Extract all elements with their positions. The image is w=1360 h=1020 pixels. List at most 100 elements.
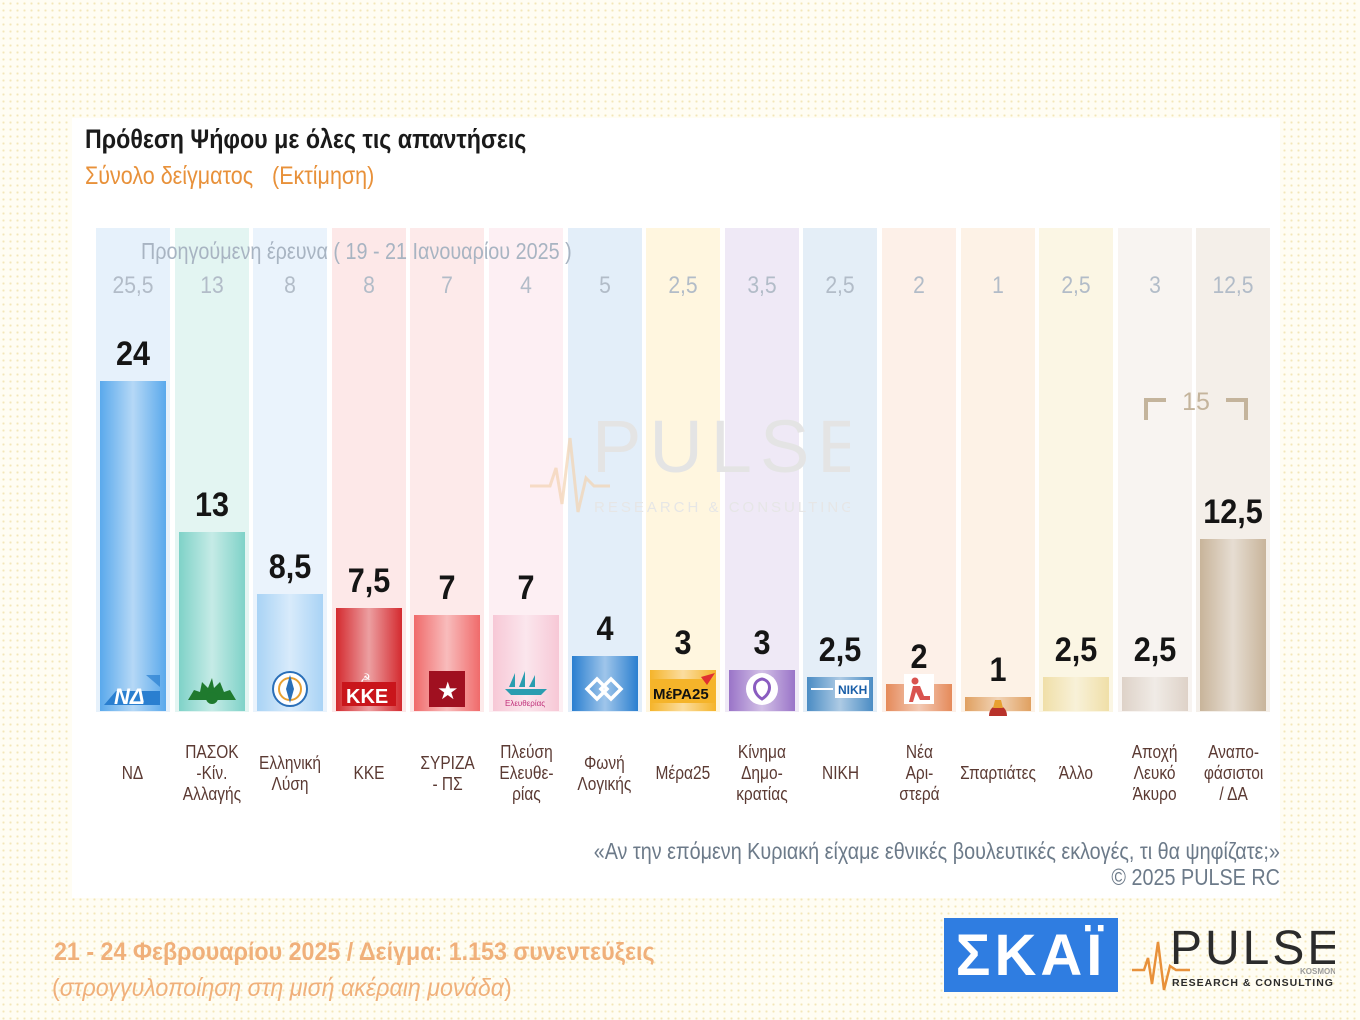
column-bg-nea-aristera xyxy=(882,228,956,712)
foni-logikis-logo-icon xyxy=(572,669,638,709)
bar-value-niki: 2,5 xyxy=(819,630,862,669)
nd-logo-icon: ΝΔ xyxy=(100,669,166,709)
category-label-pasok: ΠΑΣΟΚ -Κίν. Αλλαγής xyxy=(170,742,254,805)
column-bg-apochi xyxy=(1117,228,1192,712)
bar-anapofasistoi xyxy=(1200,539,1267,711)
bar-value-kke: 7,5 xyxy=(347,561,391,600)
bar-value-syriza: 7 xyxy=(438,568,456,607)
previous-value-nd: 25,5 xyxy=(112,272,154,299)
subtitle-main: Σύνολο δείγματος xyxy=(85,162,254,190)
svg-text:ΚΚΕ: ΚΚΕ xyxy=(346,686,388,708)
svg-text:ΝΙΚΗ: ΝΙΚΗ xyxy=(838,683,867,697)
footer-date-sample: 21 - 24 Φεβρουαρίου 2025 / Δείγμα: 1.153… xyxy=(54,938,655,966)
column-bg-mera25 xyxy=(646,228,721,712)
category-label-kke: ΚΚΕ xyxy=(327,742,411,805)
niki-logo-icon: ΝΙΚΗ xyxy=(807,669,873,709)
previous-value-apochi: 3 xyxy=(1148,272,1161,299)
category-label-text-apochi: Αποχή Λευκό Άκυρο xyxy=(1131,742,1178,804)
bar-value-anapofasistoi: 12,5 xyxy=(1203,493,1264,532)
copyright-notice: © 2025 PULSE RC xyxy=(1111,864,1280,890)
skai-logo: ΣΚΑΪ xyxy=(944,918,1118,992)
footer-rounding-note: (στρογγυλοποίηση στη μισή ακέραιη μονάδα… xyxy=(52,974,512,1002)
category-label-text-foni-logikis: Φωνή Λογικής xyxy=(577,752,632,794)
pasok-logo-icon xyxy=(179,669,245,709)
category-label-text-spartiates: Σπαρτιάτες xyxy=(959,763,1036,783)
category-label-mera25: Μέρα25 xyxy=(641,742,725,805)
previous-value-allo: 2,5 xyxy=(1061,272,1091,299)
plefsi-logo-icon: Ελευθερίας xyxy=(493,669,559,709)
category-label-plefsi: Πλεύση Ελευθε- ρίας xyxy=(484,742,568,805)
pulse-logo-partner: KOSMON xyxy=(1300,967,1335,976)
pulse-logo-tagline: RESEARCH & CONSULTING xyxy=(1172,977,1334,989)
category-label-text-anapofasistoi: Αναπο- φάσιστοι / ΔΑ xyxy=(1203,742,1264,804)
category-label-text-syriza: ΣΥΡΙΖΑ - ΠΣ xyxy=(420,752,475,794)
kinima-dimokratias-logo-icon xyxy=(729,669,795,709)
category-label-allo: Άλλο xyxy=(1034,742,1118,805)
category-label-kinima-dimokratias: Κίνημα Δημο- κρατίας xyxy=(720,742,804,805)
bar-value-elliniki-lysi: 8,5 xyxy=(268,548,312,587)
previous-survey-caption: Προηγούμενη έρευνα ( 19 - 21 Ιανουαρίου … xyxy=(141,238,572,264)
column-bg-kinima-dimokratias xyxy=(724,228,799,712)
category-label-anapofasistoi: Αναπο- φάσιστοι / ΔΑ xyxy=(1191,742,1275,805)
category-label-text-pasok: ΠΑΣΟΚ -Κίν. Αλλαγής xyxy=(182,742,241,804)
previous-value-elliniki-lysi: 8 xyxy=(284,272,297,299)
bar-value-nea-aristera: 2 xyxy=(910,637,928,676)
previous-value-anapofasistoi: 12,5 xyxy=(1212,272,1254,299)
bar-value-mera25: 3 xyxy=(674,623,692,662)
bar-value-kinima-dimokratias: 3 xyxy=(753,623,771,662)
category-label-nea-aristera: Νέα Αρι- στερά xyxy=(877,742,961,805)
bar-value-nd: 24 xyxy=(115,335,151,373)
category-label-text-nd: ΝΔ xyxy=(122,763,144,783)
previous-value-foni-logikis: 5 xyxy=(598,272,611,299)
svg-text:★: ★ xyxy=(437,678,459,705)
category-label-text-elliniki-lysi: Ελληνική Λύση xyxy=(259,752,322,794)
survey-question: «Αν την επόμενη Κυριακή είχαμε εθνικές β… xyxy=(593,838,1280,864)
bar-value-allo: 2,5 xyxy=(1054,630,1098,669)
chart-subtitle: Σύνολο δείγματος (Εκτίμηση) xyxy=(85,162,374,191)
bar-allo xyxy=(1043,676,1110,711)
bar-apochi xyxy=(1121,676,1188,711)
column-bg-spartiates xyxy=(960,228,1035,712)
kke-logo-icon: ΚΚΕ ☭ xyxy=(336,669,402,709)
category-label-text-plefsi: Πλεύση Ελευθε- ρίας xyxy=(498,742,554,804)
category-label-spartiates: Σπαρτιάτες xyxy=(956,742,1040,805)
bar-nd xyxy=(100,381,166,711)
bar-value-foni-logikis: 4 xyxy=(596,610,614,648)
category-label-niki: ΝΙΚΗ xyxy=(798,742,882,805)
bar-value-spartiates: 1 xyxy=(989,651,1007,690)
svg-text:☭: ☭ xyxy=(360,671,371,685)
undecided-bracket-value: 15 xyxy=(1182,388,1210,416)
previous-value-syriza: 7 xyxy=(441,272,454,299)
column-bg-allo xyxy=(1039,228,1114,712)
chart-title: Πρόθεση Ψήφου με όλες τις απαντήσεις xyxy=(85,124,527,154)
category-label-text-niki: ΝΙΚΗ xyxy=(821,763,859,783)
previous-value-spartiates: 1 xyxy=(991,272,1004,299)
bar-value-apochi: 2,5 xyxy=(1133,630,1177,669)
category-label-nd: ΝΔ xyxy=(91,742,175,805)
category-label-syriza: ΣΥΡΙΖΑ - ΠΣ xyxy=(405,742,489,805)
skai-logo-text: ΣΚΑΪ xyxy=(955,922,1107,988)
previous-value-niki: 2,5 xyxy=(825,272,856,299)
subtitle-note: (Εκτίμηση) xyxy=(272,162,375,190)
spartiates-logo-icon xyxy=(965,687,1031,727)
previous-value-nea-aristera: 2 xyxy=(913,272,925,299)
svg-text:ΜέΡΑ25: ΜέΡΑ25 xyxy=(653,686,709,703)
pulse-logo-text: PULSE xyxy=(1170,922,1335,975)
syriza-logo-icon: ★ xyxy=(414,669,480,709)
bar-value-pasok: 13 xyxy=(194,486,229,525)
category-label-text-kke: ΚΚΕ xyxy=(353,763,385,783)
pulse-logo: PULSE KOSMON RESEARCH & CONSULTING xyxy=(1132,922,1335,991)
mera25-logo-icon: ΜέΡΑ25 xyxy=(650,669,716,709)
previous-value-mera25: 2,5 xyxy=(668,272,698,299)
rounding-note-text: στρογγυλοποίηση στη μισή ακέραιη μονάδα xyxy=(59,974,504,1002)
category-label-text-mera25: Μέρα25 xyxy=(655,763,711,783)
svg-text:Ελευθερίας: Ελευθερίας xyxy=(505,699,545,708)
nea-aristera-logo-icon xyxy=(886,669,952,709)
category-label-foni-logikis: Φωνή Λογικής xyxy=(563,742,647,805)
elliniki-lysi-logo-icon xyxy=(257,669,323,709)
category-label-apochi: Αποχή Λευκό Άκυρο xyxy=(1113,742,1197,805)
previous-value-plefsi: 4 xyxy=(520,272,532,299)
category-label-elliniki-lysi: Ελληνική Λύση xyxy=(248,742,332,805)
category-label-text-nea-aristera: Νέα Αρι- στερά xyxy=(898,742,940,804)
previous-value-kinima-dimokratias: 3,5 xyxy=(747,272,777,299)
